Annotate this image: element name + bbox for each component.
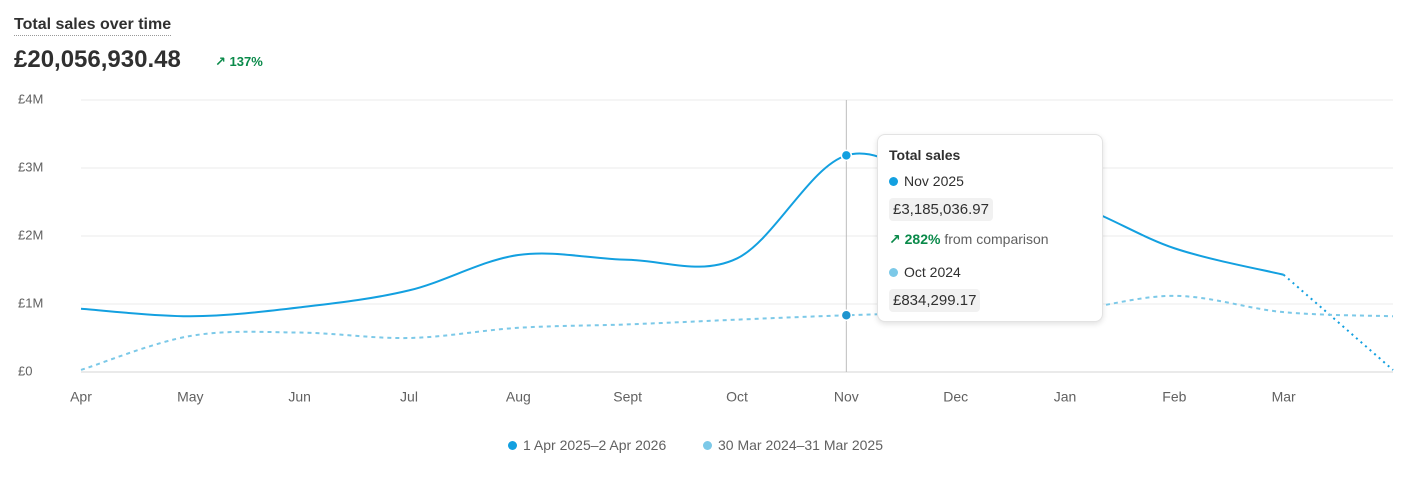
series-line [80,152,1284,318]
x-tick-label: Aug [506,389,531,405]
x-tick-label: Apr [70,389,92,405]
tooltip-value: £834,299.17 [889,289,981,312]
y-tick-label: £2M [18,227,43,242]
legend-item[interactable]: 1 Apr 2025–2 Apr 2026 [508,437,666,453]
y-tick-label: £4M [18,91,43,106]
x-tick-label: Feb [1162,389,1186,405]
total-change: ↗ 137% [215,54,263,69]
change-value: 137% [229,54,263,69]
change-pct: 282% [904,231,941,247]
series-line [80,294,1394,371]
legend-label: 1 Apr 2025–2 Apr 2026 [523,437,667,453]
highlight-point [840,149,853,162]
change-text: from comparison [944,231,1049,247]
tooltip-title: Total sales [889,147,961,163]
tooltip-value: £3,185,036.97 [889,198,993,221]
legend-dot [703,441,712,450]
x-tick-label: May [177,389,203,405]
y-tick-label: £1M [18,295,43,310]
x-tick-label: Oct [726,389,748,405]
x-tick-label: Jun [288,389,311,405]
y-tick-label: £3M [18,159,43,174]
legend-item[interactable]: 30 Mar 2024–31 Mar 2025 [703,437,883,453]
tooltip-row: Oct 2024 [889,264,961,280]
legend-dot [508,441,517,450]
legend-label: 30 Mar 2024–31 Mar 2025 [718,437,883,453]
series-line [1283,274,1394,371]
x-tick-label: Dec [943,389,968,405]
highlight-point [840,309,853,322]
tooltip-label: Nov 2025 [904,173,964,189]
x-tick-label: Nov [834,389,859,405]
tooltip-dot [889,268,898,277]
x-tick-label: Jan [1054,389,1077,405]
tooltip-change: ↗ 282% from comparison [889,231,1049,247]
tooltip: Total sales Nov 2025 £3,185,036.97 ↗ 282… [877,134,1103,322]
tooltip-dot [889,177,898,186]
tooltip-row: Nov 2025 [889,173,964,189]
tooltip-label: Oct 2024 [904,264,961,280]
y-tick-label: £0 [18,363,32,378]
x-tick-label: Sept [613,389,642,405]
x-tick-label: Jul [400,389,418,405]
total-value: £20,056,930.48 [14,46,181,73]
x-tick-label: Mar [1272,389,1296,405]
chart-title[interactable]: Total sales over time [14,16,172,36]
